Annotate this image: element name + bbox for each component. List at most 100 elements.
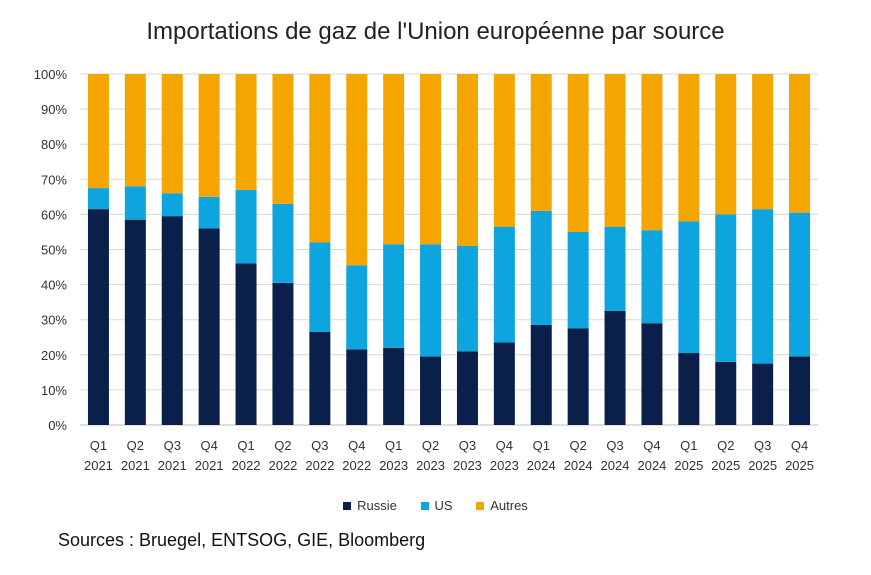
x-tick-year: 2024 [601, 458, 630, 473]
bar-segment-us [715, 214, 737, 362]
y-tick-label: 70% [41, 172, 67, 187]
x-tick-year: 2022 [268, 458, 297, 473]
bar-segment-us [346, 265, 368, 350]
bar-segment-russie [715, 361, 737, 425]
bar-segment-russie [493, 342, 515, 425]
x-tick-year: 2022 [342, 458, 371, 473]
bar-segment-russie [567, 328, 589, 425]
y-tick-label: 50% [41, 243, 67, 258]
bar-segment-russie [235, 263, 257, 425]
y-tick-label: 100% [34, 67, 68, 82]
bar-segment-russie [604, 310, 626, 425]
bar-segment-us [87, 188, 109, 210]
x-tick-year: 2021 [84, 458, 113, 473]
bar-segment-us [752, 209, 774, 364]
x-tick-year: 2023 [416, 458, 445, 473]
bar-segment-autres [87, 74, 109, 189]
x-tick-quarter: Q2 [274, 438, 291, 453]
bar-segment-russie [678, 353, 700, 425]
bar-segment-russie [272, 282, 294, 425]
bar-segment-autres [641, 74, 663, 231]
x-tick-year: 2023 [453, 458, 482, 473]
x-tick-quarter: Q3 [459, 438, 476, 453]
bar-segment-us [161, 193, 183, 217]
bar-segment-autres [678, 74, 700, 222]
legend-label-russie: Russie [357, 498, 397, 513]
x-tick-quarter: Q3 [754, 438, 771, 453]
x-tick-quarter: Q4 [791, 438, 808, 453]
legend-item-us: US [420, 498, 453, 513]
bar-segment-autres [567, 74, 589, 232]
bar-segment-us [530, 210, 552, 325]
x-tick-quarter: Q4 [348, 438, 365, 453]
bar-segment-russie [346, 349, 368, 425]
bar-segment-russie [87, 209, 109, 425]
legend-swatch-us [420, 501, 429, 510]
bar-segment-russie [383, 347, 405, 425]
bar-segment-us [567, 231, 589, 329]
bar-segment-russie [752, 363, 774, 425]
bar-segment-us [641, 230, 663, 324]
bar-segment-russie [789, 356, 811, 425]
bar-segment-russie [456, 351, 478, 425]
x-tick-quarter: Q1 [90, 438, 107, 453]
bar-segment-us [456, 245, 478, 352]
bar-segment-us [420, 244, 442, 357]
bar-segment-autres [383, 74, 405, 245]
source-note: Sources : Bruegel, ENTSOG, GIE, Bloomber… [58, 530, 426, 550]
legend: Russie US Autres [0, 498, 871, 513]
bar-segment-autres [124, 74, 146, 187]
bar-segment-autres [456, 74, 478, 246]
x-tick-year: 2021 [158, 458, 187, 473]
bar-segment-us [198, 196, 220, 229]
x-tick-year: 2023 [490, 458, 519, 473]
y-tick-label: 90% [41, 102, 67, 117]
x-tick-quarter: Q4 [200, 438, 217, 453]
bar-segment-russie [530, 324, 552, 425]
y-tick-label: 10% [41, 383, 67, 398]
x-tick-year: 2021 [195, 458, 224, 473]
bar-segment-us [678, 221, 700, 354]
x-tick-quarter: Q2 [569, 438, 586, 453]
bar-segment-russie [420, 356, 442, 425]
bar-segment-autres [198, 74, 220, 197]
x-tick-quarter: Q1 [237, 438, 254, 453]
x-tick-quarter: Q2 [422, 438, 439, 453]
x-tick-quarter: Q4 [643, 438, 660, 453]
legend-label-us: US [434, 498, 453, 513]
x-tick-year: 2022 [305, 458, 334, 473]
bar-segment-autres [161, 74, 183, 194]
bar-segment-autres [604, 74, 626, 227]
x-tick-year: 2024 [564, 458, 593, 473]
x-tick-year: 2025 [748, 458, 777, 473]
x-tick-year: 2021 [121, 458, 150, 473]
x-tick-quarter: Q1 [680, 438, 697, 453]
bar-segment-autres [235, 74, 257, 190]
bar-segment-autres [530, 74, 552, 211]
bar-segment-autres [715, 74, 737, 215]
x-tick-quarter: Q2 [127, 438, 144, 453]
y-tick-label: 0% [48, 418, 67, 433]
y-tick-label: 80% [41, 137, 67, 152]
x-tick-year: 2025 [711, 458, 740, 473]
bar-segment-russie [309, 331, 331, 425]
x-tick-year: 2024 [527, 458, 556, 473]
grid-layer [80, 73, 818, 426]
legend-item-russie: Russie [343, 498, 397, 513]
x-tick-quarter: Q1 [533, 438, 550, 453]
labels-layer: 0% 10% 20% 30% 40% 50% 60% 70% 80% 90% 100% Q1 2021 Q… [34, 67, 814, 473]
bar-segment-autres [752, 74, 774, 210]
bar-segment-autres [272, 74, 294, 204]
y-tick-label: 30% [41, 313, 67, 328]
bar-segment-us [493, 226, 515, 343]
y-tick-label: 40% [41, 278, 67, 293]
x-tick-quarter: Q1 [385, 438, 402, 453]
bar-segment-russie [124, 219, 146, 425]
x-tick-year: 2023 [379, 458, 408, 473]
bar-segment-autres [309, 74, 331, 243]
bar-segment-autres [493, 74, 515, 227]
chart-title: Importations de gaz de l'Union européenn… [146, 18, 725, 45]
bar-segment-autres [789, 74, 811, 213]
x-tick-quarter: Q3 [311, 438, 328, 453]
